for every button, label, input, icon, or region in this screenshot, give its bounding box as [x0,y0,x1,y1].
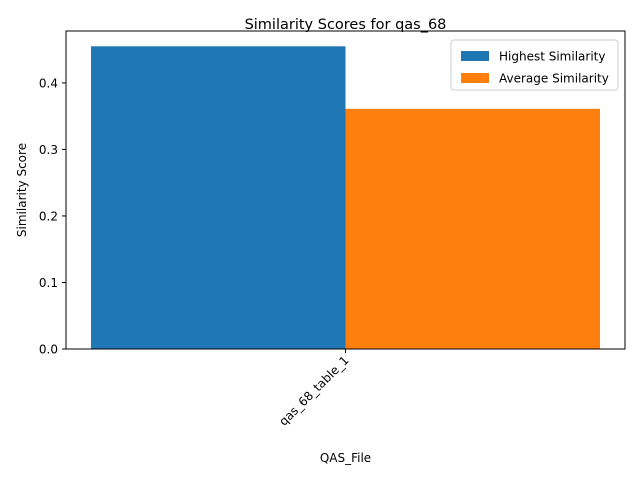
y-tick-label: 0.4 [39,76,58,90]
legend-box [450,39,619,91]
legend-swatch [461,73,489,83]
bar-highest-similarity-0 [91,46,346,349]
y-axis: 0.0 0.1 0.2 0.3 0.4 [39,76,66,357]
plot-area [91,46,600,349]
legend: Highest Similarity Average Similarity [450,39,619,91]
y-axis-label: Similarity Score [15,143,29,237]
legend-label: Average Similarity [499,72,609,86]
chart-title: Similarity Scores for qas_68 [245,17,447,33]
y-tick-label: 0.0 [39,343,58,357]
y-tick-label: 0.3 [39,143,58,157]
legend-label: Highest Similarity [499,50,605,64]
x-tick-label: qas_68_table_1 [276,353,351,428]
y-tick-label: 0.2 [39,209,58,223]
x-axis: qas_68_table_1 [276,349,352,429]
axes-frame [65,30,626,350]
x-axis-label: QAS_File [320,451,371,465]
y-tick-label: 0.1 [39,276,58,290]
bar-average-similarity-0 [345,108,600,349]
legend-swatch [461,51,489,61]
